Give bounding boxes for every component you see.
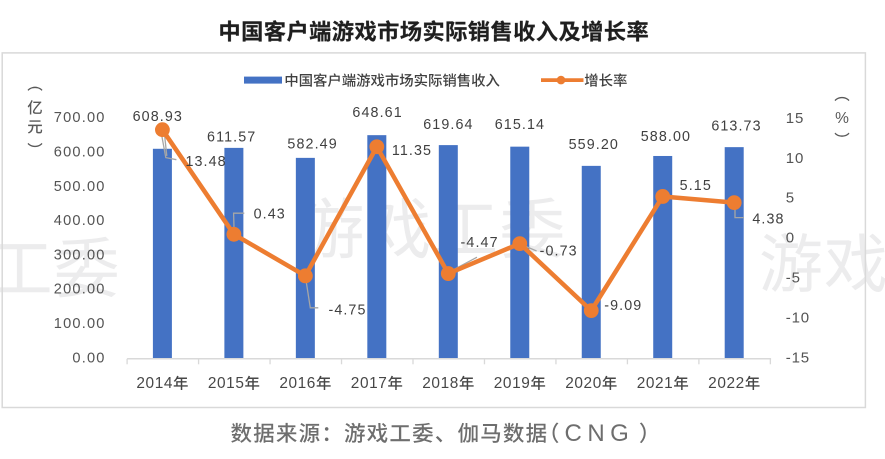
- svg-text:613.73: 613.73: [711, 119, 761, 135]
- svg-text:2019: 2019: [494, 375, 531, 392]
- svg-text:582.49: 582.49: [287, 137, 337, 153]
- svg-text:CNG: CNG: [565, 420, 635, 447]
- svg-text:648.61: 648.61: [352, 105, 402, 121]
- svg-text:2014: 2014: [136, 375, 173, 392]
- svg-text:2018: 2018: [422, 375, 459, 392]
- svg-text:619.64: 619.64: [423, 117, 473, 133]
- svg-text:0: 0: [786, 230, 795, 247]
- svg-text:-15: -15: [786, 350, 810, 367]
- svg-text:588.00: 588.00: [641, 129, 691, 145]
- svg-text:0.43: 0.43: [254, 207, 286, 223]
- svg-text:559.20: 559.20: [569, 137, 619, 153]
- svg-text:15: 15: [786, 110, 804, 127]
- svg-text:-5: -5: [786, 270, 801, 287]
- svg-text:0.00: 0.00: [72, 350, 105, 366]
- svg-text:-9.09: -9.09: [604, 298, 642, 314]
- svg-text:5.15: 5.15: [680, 178, 712, 194]
- svg-text:400.00: 400.00: [54, 213, 106, 229]
- svg-text:2015: 2015: [208, 375, 245, 392]
- svg-text:500.00: 500.00: [54, 179, 106, 195]
- svg-text:2021: 2021: [637, 375, 674, 392]
- svg-text:11.35: 11.35: [392, 143, 432, 159]
- svg-text:-4.47: -4.47: [461, 235, 499, 251]
- svg-text:4.38: 4.38: [752, 212, 784, 228]
- svg-text:-10: -10: [786, 310, 810, 327]
- svg-text:100.00: 100.00: [54, 316, 106, 332]
- svg-text:608.93: 608.93: [133, 109, 183, 125]
- svg-text:700.00: 700.00: [54, 110, 106, 126]
- svg-text:611.57: 611.57: [207, 130, 256, 146]
- svg-text:-0.73: -0.73: [540, 244, 578, 260]
- svg-text:-4.75: -4.75: [328, 303, 366, 319]
- svg-text:%: %: [835, 110, 849, 127]
- svg-text:615.14: 615.14: [495, 117, 545, 133]
- svg-text:2020: 2020: [565, 375, 602, 392]
- svg-text:300.00: 300.00: [54, 247, 106, 263]
- svg-text:2016: 2016: [279, 375, 316, 392]
- svg-text:2017: 2017: [351, 375, 388, 392]
- svg-text:5: 5: [786, 190, 795, 207]
- svg-text:2022: 2022: [708, 375, 745, 392]
- svg-text:10: 10: [786, 150, 804, 167]
- svg-text:13.48: 13.48: [185, 154, 226, 170]
- svg-text:200.00: 200.00: [54, 282, 106, 298]
- svg-text:600.00: 600.00: [54, 145, 106, 161]
